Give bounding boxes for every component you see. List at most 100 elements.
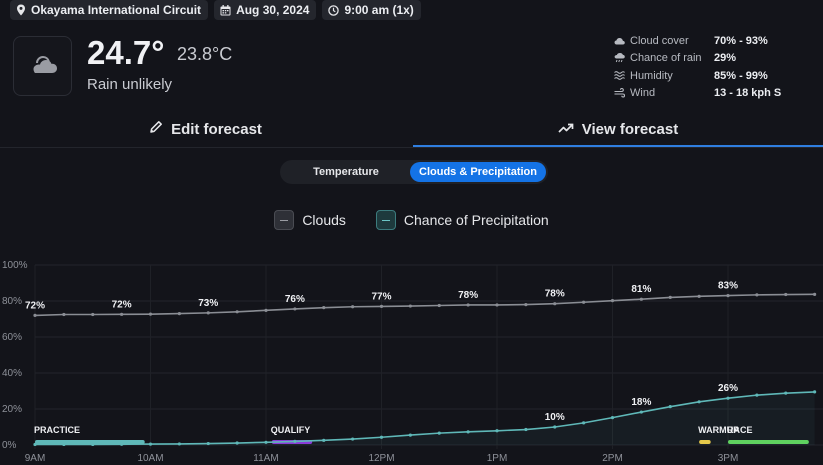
location-text: Okayama International Circuit xyxy=(31,3,202,17)
cloud-icon xyxy=(28,53,58,80)
y-tick-label: 20% xyxy=(2,404,22,415)
data-label: 72% xyxy=(112,299,132,310)
data-point xyxy=(177,442,181,446)
data-point xyxy=(264,440,268,444)
chart-mode-toggle: Temperature Clouds & Precipitation xyxy=(280,160,548,184)
stat-value: 85% - 99% xyxy=(714,69,768,82)
data-point xyxy=(639,297,643,301)
legend-item-precipitation[interactable]: Chance of Precipitation xyxy=(375,210,549,230)
data-point xyxy=(379,304,384,308)
data-point xyxy=(33,313,37,317)
tab-label: Edit forecast xyxy=(171,120,262,138)
session-bar-warmup xyxy=(699,440,711,444)
data-point xyxy=(524,427,528,432)
tab-view-forecast[interactable]: View forecast xyxy=(413,112,823,146)
x-tick-label: 1PM xyxy=(487,453,508,464)
x-tick-label: 12PM xyxy=(368,453,394,464)
data-point xyxy=(379,435,384,439)
data-label: 77% xyxy=(371,291,391,302)
x-tick-label: 10AM xyxy=(137,453,163,464)
data-point xyxy=(91,442,95,447)
data-point xyxy=(726,396,730,400)
data-point xyxy=(62,312,66,317)
data-point xyxy=(408,433,412,437)
data-point xyxy=(610,416,615,420)
data-point xyxy=(784,391,788,395)
y-tick-label: 80% xyxy=(2,296,22,307)
x-tick-label: 11AM xyxy=(253,453,278,464)
y-tick-label: 40% xyxy=(2,368,22,379)
weather-stats: Cloud cover 70% - 93% Chance of rain 29%… xyxy=(614,32,781,102)
rain-icon xyxy=(614,53,630,63)
data-label: 78% xyxy=(545,289,565,300)
data-label: 76% xyxy=(285,294,305,305)
location-chip[interactable]: Okayama International Circuit xyxy=(10,0,209,20)
x-tick-label: 3PM xyxy=(718,453,739,464)
y-tick-label: 60% xyxy=(2,332,22,343)
clouds-precipitation-chart: 0% 20% 40% 60% 80% 100% 9AM 10AM 11AM 12PM 1PM 2PM 3… xyxy=(2,260,823,464)
humidity-icon xyxy=(614,71,630,81)
segment-temperature[interactable]: Temperature xyxy=(313,166,379,178)
stat-label: Wind xyxy=(630,87,656,100)
trending-up-icon xyxy=(558,121,574,138)
time-chip[interactable]: 9:00 am (1x) xyxy=(322,0,421,20)
stat-value: 70% - 93% xyxy=(714,34,768,47)
data-point xyxy=(235,310,239,314)
legend-label-precipitation: Chance of Precipitation xyxy=(403,212,549,228)
data-point xyxy=(466,430,470,434)
data-point xyxy=(437,303,441,308)
data-label: 72% xyxy=(25,300,45,311)
data-point xyxy=(235,441,239,445)
data-point xyxy=(726,294,730,298)
tab-label: View forecast xyxy=(581,120,679,138)
weather-condition-box xyxy=(13,36,72,96)
stat-label: Chance of rain xyxy=(630,52,702,65)
cloud-icon xyxy=(614,37,630,45)
series-line-precipitation xyxy=(35,391,815,446)
data-label: 81% xyxy=(631,284,651,295)
data-point xyxy=(495,429,499,433)
data-point xyxy=(582,300,586,304)
location-pin-icon xyxy=(16,4,26,16)
precipitation-area xyxy=(35,391,815,445)
data-point xyxy=(351,305,355,309)
y-tick-label: 100% xyxy=(2,260,28,271)
data-point xyxy=(408,304,412,308)
stat-humidity: Humidity 85% - 99% xyxy=(614,67,781,85)
data-point xyxy=(148,442,153,446)
session-label-practice: PRACTICE xyxy=(34,425,80,435)
data-point xyxy=(264,308,268,312)
data-point xyxy=(813,292,817,296)
stat-label: Cloud cover xyxy=(630,34,689,47)
session-label-qualify: QUALIFY xyxy=(271,425,311,435)
x-tick-label: 9AM xyxy=(25,453,46,464)
data-point xyxy=(206,441,210,446)
session-label-race: RACE xyxy=(727,425,753,435)
data-point xyxy=(639,410,643,414)
tab-edit-forecast[interactable]: Edit forecast xyxy=(0,112,411,146)
stat-chance-of-rain: Chance of rain 29% xyxy=(614,50,781,68)
data-point xyxy=(524,303,528,307)
header-chips: Okayama International Circuit Aug 30, 20… xyxy=(10,0,421,20)
data-point xyxy=(755,393,759,397)
data-point xyxy=(120,312,124,316)
segment-clouds-precipitation[interactable]: Clouds & Precipitation xyxy=(410,162,546,182)
legend-item-clouds[interactable]: Clouds xyxy=(274,210,346,230)
data-point xyxy=(582,421,586,425)
data-point xyxy=(495,303,499,307)
y-tick-label: 0% xyxy=(2,440,17,451)
data-point xyxy=(466,303,470,307)
data-point xyxy=(610,299,615,303)
data-point xyxy=(668,405,672,409)
forecast-tabs: Edit forecast View forecast xyxy=(0,112,823,148)
date-chip[interactable]: Aug 30, 2024 xyxy=(214,0,317,20)
data-label: 83% xyxy=(718,281,738,292)
legend-label-clouds: Clouds xyxy=(302,212,346,228)
data-point xyxy=(668,295,672,299)
stat-cloud-cover: Cloud cover 70% - 93% xyxy=(614,32,781,50)
pencil-icon xyxy=(149,120,163,138)
data-point xyxy=(553,425,557,429)
feels-like-temperature: 23.8°C xyxy=(177,44,233,64)
data-point xyxy=(293,307,297,311)
stat-label: Humidity xyxy=(630,69,673,82)
